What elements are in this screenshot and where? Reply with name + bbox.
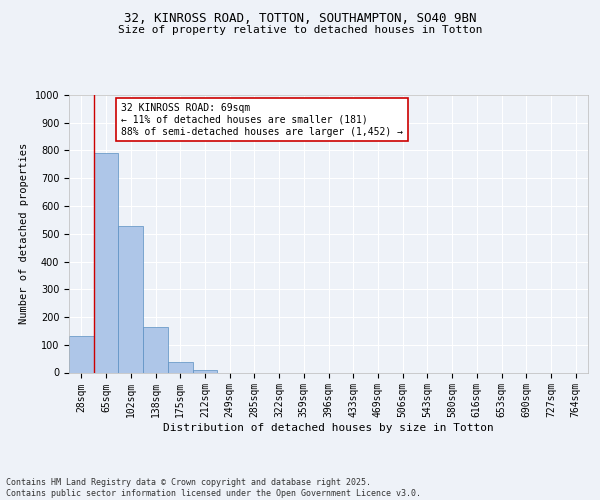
Bar <box>143 328 168 372</box>
Bar <box>118 226 143 372</box>
X-axis label: Distribution of detached houses by size in Totton: Distribution of detached houses by size … <box>163 423 494 433</box>
Bar <box>193 370 217 372</box>
Text: 32, KINROSS ROAD, TOTTON, SOUTHAMPTON, SO40 9BN: 32, KINROSS ROAD, TOTTON, SOUTHAMPTON, S… <box>124 12 476 26</box>
Y-axis label: Number of detached properties: Number of detached properties <box>19 143 29 324</box>
Bar <box>168 362 193 372</box>
Text: 32 KINROSS ROAD: 69sqm
← 11% of detached houses are smaller (181)
88% of semi-de: 32 KINROSS ROAD: 69sqm ← 11% of detached… <box>121 104 403 136</box>
Text: Contains HM Land Registry data © Crown copyright and database right 2025.
Contai: Contains HM Land Registry data © Crown c… <box>6 478 421 498</box>
Bar <box>94 154 118 372</box>
Bar <box>69 336 94 372</box>
Text: Size of property relative to detached houses in Totton: Size of property relative to detached ho… <box>118 25 482 35</box>
